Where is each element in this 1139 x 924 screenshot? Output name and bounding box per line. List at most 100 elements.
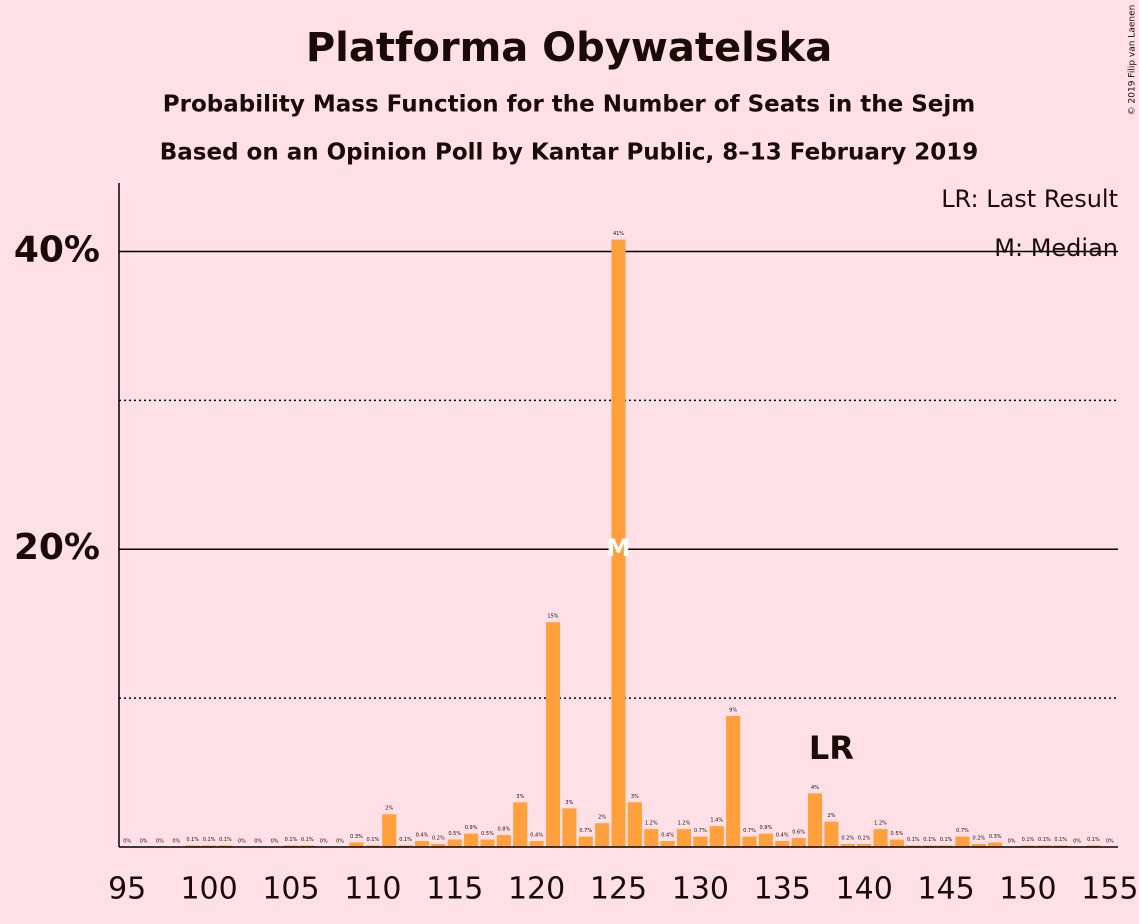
data-label: 0.1% xyxy=(940,837,953,843)
legend-entry: LR: Last Result xyxy=(941,185,1118,213)
copyright: © 2019 Filip van Laenen xyxy=(1128,5,1138,116)
data-label: 15% xyxy=(547,614,558,620)
data-label: 0.1% xyxy=(1022,837,1035,843)
bar xyxy=(693,836,708,847)
data-label: 0.1% xyxy=(1087,837,1100,843)
data-label: 3% xyxy=(631,794,639,800)
bar xyxy=(824,821,839,847)
data-label: 1.4% xyxy=(710,818,723,824)
data-label: 0% xyxy=(140,839,148,845)
data-label: 1.2% xyxy=(645,821,658,827)
bar xyxy=(660,841,675,847)
bar xyxy=(480,839,495,847)
bar xyxy=(644,829,659,847)
last-result-label: LR xyxy=(809,729,854,767)
bar xyxy=(709,826,724,847)
bar xyxy=(988,842,1003,847)
data-label: 3% xyxy=(516,794,524,800)
bar xyxy=(676,829,692,847)
data-label: 0% xyxy=(1073,839,1081,845)
data-label: 0% xyxy=(1008,839,1016,845)
bar xyxy=(742,836,757,847)
x-tick-label: 115 xyxy=(426,872,483,907)
bar xyxy=(562,808,577,847)
y-tick-label: 20% xyxy=(14,527,100,568)
data-label: 0.4% xyxy=(661,833,674,839)
data-label: 3% xyxy=(565,800,573,806)
data-label: 0.2% xyxy=(432,836,445,842)
chart-subtitle: Probability Mass Function for the Number… xyxy=(163,92,975,118)
data-label: 0.9% xyxy=(760,825,773,831)
data-label: 0.1% xyxy=(1054,837,1067,843)
data-label: 0.6% xyxy=(792,830,805,836)
x-tick-label: 155 xyxy=(1081,872,1138,907)
data-label: 0.4% xyxy=(776,833,789,839)
x-tick-label: 95 xyxy=(108,872,146,907)
data-label: 0.1% xyxy=(399,837,412,843)
bar xyxy=(775,841,790,847)
bar xyxy=(529,841,544,847)
data-label: 0.9% xyxy=(465,825,478,831)
data-label: 0.1% xyxy=(285,837,298,843)
data-label: 2% xyxy=(827,813,835,819)
bar xyxy=(595,823,610,847)
data-label: 0.4% xyxy=(530,833,543,839)
data-label: 1.2% xyxy=(874,821,887,827)
data-label: 0.2% xyxy=(858,836,871,842)
bar xyxy=(545,622,561,847)
data-label: 0.2% xyxy=(972,836,985,842)
data-label: 0.1% xyxy=(907,837,920,843)
data-label: 0.1% xyxy=(203,837,216,843)
data-label: 0.1% xyxy=(366,837,379,843)
data-label: 0% xyxy=(156,839,164,845)
bar xyxy=(578,836,593,847)
data-label: 0.1% xyxy=(1038,837,1051,843)
bar xyxy=(627,802,642,847)
data-label: 0.1% xyxy=(301,837,314,843)
data-label: 0% xyxy=(254,839,262,845)
x-tick-label: 100 xyxy=(180,872,237,907)
x-tick-label: 105 xyxy=(262,872,319,907)
bar xyxy=(971,844,986,847)
data-label: 0% xyxy=(320,839,328,845)
data-label: 0.5% xyxy=(891,831,904,837)
data-label: 2% xyxy=(598,815,606,821)
data-label: 0.3% xyxy=(989,834,1002,840)
x-tick-label: 125 xyxy=(590,872,647,907)
bar xyxy=(611,239,626,848)
data-label: 2% xyxy=(385,806,393,812)
data-label: 0.4% xyxy=(416,833,429,839)
bar xyxy=(840,844,855,847)
bar xyxy=(382,814,397,847)
data-label: 41% xyxy=(613,231,624,237)
data-label: 0.7% xyxy=(579,828,592,834)
bar xyxy=(889,839,904,847)
bar xyxy=(873,829,888,847)
chart-title: Platforma Obywatelska xyxy=(306,25,832,71)
bar xyxy=(414,841,430,847)
bar xyxy=(955,836,970,847)
bar xyxy=(791,838,806,847)
bar xyxy=(726,715,741,847)
data-label: 0.5% xyxy=(448,831,461,837)
data-label: 0% xyxy=(123,839,131,845)
data-label: 0.7% xyxy=(743,828,756,834)
y-tick-label: 40% xyxy=(14,229,100,270)
x-tick-label: 110 xyxy=(344,872,401,907)
bar xyxy=(758,833,773,847)
data-label: 0.7% xyxy=(956,828,969,834)
median-marker: M xyxy=(607,534,631,562)
bar xyxy=(807,793,823,847)
bar xyxy=(447,839,462,847)
data-label: 9% xyxy=(729,707,737,713)
bar xyxy=(431,844,446,847)
data-label: 0.3% xyxy=(350,834,363,840)
bar xyxy=(496,835,511,847)
data-label: 0.7% xyxy=(694,828,707,834)
x-tick-label: 130 xyxy=(672,872,729,907)
legend-entry: M: Median xyxy=(994,234,1118,262)
data-label: 0% xyxy=(172,839,180,845)
data-label: 0% xyxy=(238,839,246,845)
data-label: 0.1% xyxy=(219,837,232,843)
